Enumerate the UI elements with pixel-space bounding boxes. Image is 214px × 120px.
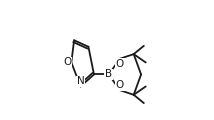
Text: O: O	[63, 57, 71, 67]
Text: O: O	[116, 80, 124, 90]
Text: B: B	[105, 69, 112, 79]
Text: O: O	[116, 59, 124, 69]
Text: N: N	[77, 76, 85, 87]
